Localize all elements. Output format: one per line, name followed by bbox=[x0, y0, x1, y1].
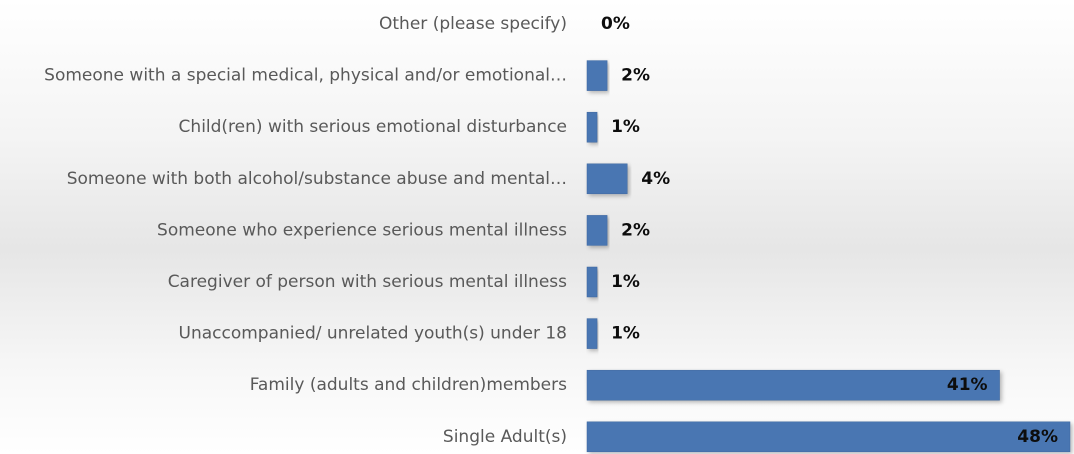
value-label: 1% bbox=[611, 324, 640, 344]
value-label: 41% bbox=[947, 375, 988, 395]
value-label: 0% bbox=[601, 14, 630, 34]
value-label: 4% bbox=[641, 169, 670, 189]
value-label: 2% bbox=[621, 66, 650, 86]
category-label: Child(ren) with serious emotional distur… bbox=[179, 117, 567, 137]
bars-group bbox=[586, 60, 1071, 453]
value-label: 48% bbox=[1017, 427, 1058, 447]
category-label: Someone with a special medical, physical… bbox=[44, 66, 567, 86]
category-label: Other (please specify) bbox=[379, 14, 567, 34]
category-label: Single Adult(s) bbox=[443, 427, 567, 447]
bar bbox=[586, 421, 1071, 453]
bar bbox=[586, 266, 598, 298]
category-label: Someone with both alcohol/substance abus… bbox=[67, 169, 567, 189]
value-label: 2% bbox=[621, 220, 650, 240]
bar bbox=[586, 215, 608, 246]
category-labels: Other (please specify) Someone with a spe… bbox=[44, 14, 567, 447]
bar bbox=[586, 318, 598, 349]
category-label: Caregiver of person with serious mental … bbox=[168, 272, 567, 292]
bar bbox=[586, 369, 1000, 401]
value-labels: 0% 2% 1% 4% 2% 1% 1% 41% 48% bbox=[601, 14, 1058, 447]
bar bbox=[586, 111, 598, 143]
category-label: Family (adults and children)members bbox=[250, 375, 567, 395]
category-label: Someone who experience serious mental il… bbox=[157, 220, 567, 240]
bar bbox=[586, 163, 628, 195]
value-label: 1% bbox=[611, 272, 640, 292]
value-label: 1% bbox=[611, 117, 640, 137]
category-label: Unaccompanied/ unrelated youth(s) under … bbox=[179, 324, 568, 344]
bar bbox=[586, 60, 608, 91]
